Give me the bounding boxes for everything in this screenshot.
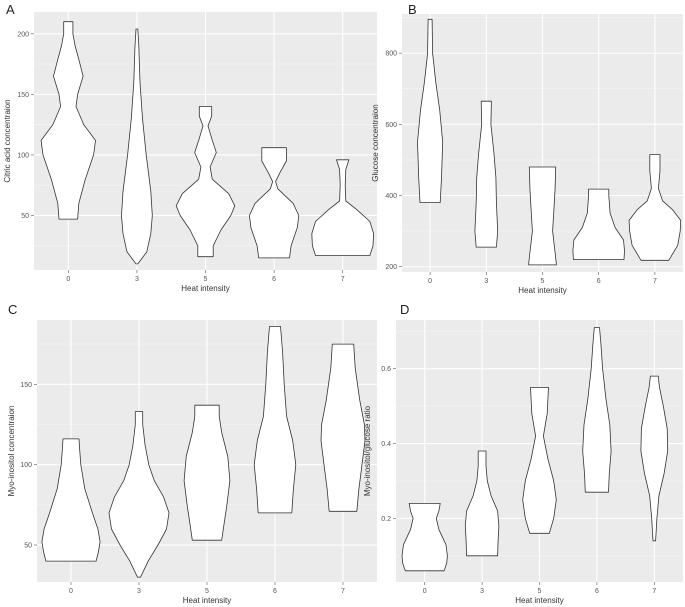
violin-c-5 <box>183 404 231 541</box>
violin-b-7 <box>628 154 682 261</box>
x-tick-label: 3 <box>137 588 141 595</box>
x-tick-label: 0 <box>66 276 70 283</box>
violin-b-5 <box>528 166 557 266</box>
x-tick-label: 7 <box>341 276 345 283</box>
x-tick-label: 3 <box>135 276 139 283</box>
y-axis-label: Glucose concentraion <box>371 104 380 181</box>
violin-c-6 <box>253 326 297 514</box>
y-tick-label: 50 <box>24 543 32 550</box>
violin-d-5 <box>522 387 557 534</box>
x-tick-label: 6 <box>595 588 599 595</box>
x-axis-label: Heat intensity <box>518 286 566 295</box>
violin-b-6 <box>572 188 625 260</box>
x-tick-label: 3 <box>480 588 484 595</box>
y-axis-label: Myo-inositol concentraion <box>7 406 16 497</box>
x-tick-label: 5 <box>541 278 545 285</box>
panel-letter-d: D <box>400 302 410 317</box>
violin-d-6 <box>582 327 612 493</box>
x-axis-label: Heat intensity <box>515 596 563 605</box>
chart-panel-b: 200 400 600 800 0 3 5 6 7 Heat intensity Glucose c… <box>371 14 683 295</box>
violin-c-0 <box>41 438 101 562</box>
violin-a-0 <box>40 21 96 220</box>
x-axis-label: Heat intensity <box>183 596 231 605</box>
x-tick-label: 6 <box>597 278 601 285</box>
x-tick-label: 0 <box>423 588 427 595</box>
violin-a-7 <box>311 159 374 256</box>
x-tick-label: 5 <box>538 588 542 595</box>
x-tick-label: 7 <box>652 588 656 595</box>
violin-a-3 <box>121 28 153 265</box>
panel-letter-b: B <box>408 2 417 17</box>
y-axis-label: Myo-inositol/glucose ratio <box>363 405 372 496</box>
x-axis-label: Heat intensity <box>181 284 229 293</box>
y-tick-label: 150 <box>20 382 32 389</box>
y-tick-label: 100 <box>20 462 32 469</box>
y-tick-label: 0.6 <box>381 366 391 373</box>
y-axis-label: Citric acid concentraion <box>3 99 12 182</box>
x-tick-label: 7 <box>653 278 657 285</box>
violin-c-7 <box>320 343 366 512</box>
y-tick-label: 50 <box>21 213 29 220</box>
x-tick-label: 3 <box>484 278 488 285</box>
y-tick-label: 0.4 <box>381 441 391 448</box>
violin-a-6 <box>249 147 300 259</box>
y-tick-label: 200 <box>385 264 397 271</box>
y-tick-label: 200 <box>17 31 29 38</box>
y-tick-label: 0.2 <box>381 516 391 523</box>
y-tick-label: 150 <box>17 92 29 99</box>
violin-d-3 <box>464 450 500 557</box>
y-tick-label: 100 <box>17 152 29 159</box>
y-tick-label: 400 <box>385 193 397 200</box>
violin-d-7 <box>640 375 669 542</box>
x-tick-label: 6 <box>272 276 276 283</box>
y-tick-label: 800 <box>385 51 397 58</box>
x-tick-label: 5 <box>204 276 208 283</box>
x-tick-label: 0 <box>428 278 432 285</box>
x-tick-label: 0 <box>69 588 73 595</box>
y-tick-label: 600 <box>385 122 397 129</box>
violin-b-3 <box>474 100 499 248</box>
panel-letter-c: C <box>8 302 18 317</box>
chart-panel-a: 50 100 150 200 0 3 5 6 7 Heat intensity Citric aci… <box>3 12 377 293</box>
chart-panel-c: 50 100 150 0 3 5 6 7 Heat intensity Myo-inositol … <box>7 320 377 605</box>
chart-panel-d: 0.2 0.4 0.6 0 3 5 6 7 Heat intensity Myo-inositol… <box>363 320 683 605</box>
panel-letter-a: A <box>6 2 15 17</box>
x-tick-label: 7 <box>341 588 345 595</box>
violin-d-0 <box>401 503 448 572</box>
x-tick-label: 5 <box>205 588 209 595</box>
violin-a-5 <box>175 106 236 258</box>
x-tick-label: 6 <box>273 588 277 595</box>
violin-c-3 <box>108 411 170 578</box>
violin-b-0 <box>417 18 444 203</box>
